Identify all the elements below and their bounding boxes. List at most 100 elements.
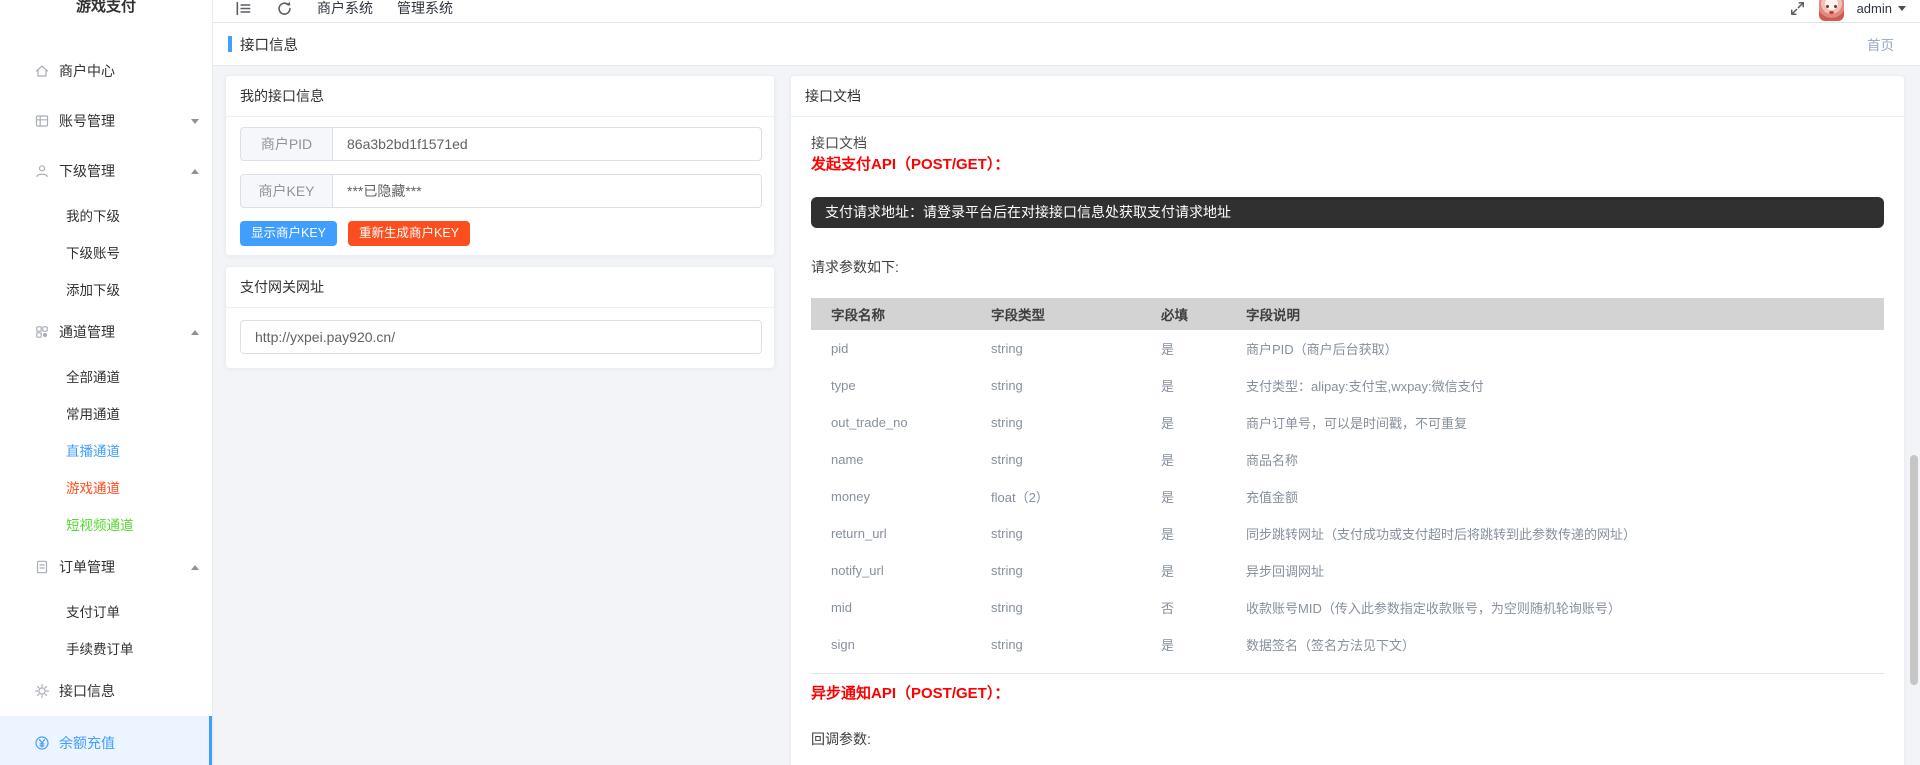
cell-name: type (831, 378, 856, 393)
sidebar-item-subordinate-management[interactable]: 下级管理 (0, 146, 212, 196)
sidebar-subitem-shortvideo-channels[interactable]: 短视频通道 (0, 505, 212, 542)
pay-api-title: 发起支付API（POST/GET）： (811, 156, 1010, 173)
sidebar-subitem-live-channels[interactable]: 直播通道 (0, 431, 212, 468)
components-icon (36, 326, 48, 338)
cell-required: 是 (1161, 638, 1175, 653)
username-label: admin (1856, 0, 1892, 16)
table-row: money float（2） 是 充值金额 (811, 478, 1884, 515)
cell-type: string (991, 452, 1023, 467)
refresh-icon[interactable] (276, 0, 293, 17)
sidebar-subitem-game-channels[interactable]: 游戏通道 (0, 468, 212, 505)
table-row: pid string 是 商户PID（商户后台获取） (811, 330, 1884, 367)
chevron-up-icon (191, 564, 199, 570)
avatar[interactable] (1818, 0, 1844, 21)
col-header-field-desc: 字段说明 (1246, 308, 1300, 323)
vertical-scrollbar-thumb[interactable] (1910, 455, 1918, 685)
sidebar-subitem-label: 全部通道 (66, 369, 120, 385)
cell-name: sign (831, 637, 855, 652)
sidebar-subitem-common-channels[interactable]: 常用通道 (0, 394, 212, 431)
show-merchant-key-button[interactable]: 显示商户KEY (240, 221, 338, 246)
gateway-url-input[interactable] (240, 320, 762, 354)
table-header-row: 字段名称 字段类型 必填 字段说明 (811, 298, 1884, 330)
params-table: 字段名称 字段类型 必填 字段说明 pid string 是 商户PID（商户后… (811, 298, 1884, 663)
sidebar-item-order-management[interactable]: 订单管理 (0, 542, 212, 592)
chevron-down-icon (191, 118, 199, 124)
merchant-pid-input[interactable] (332, 127, 762, 161)
cell-desc: 收款账号MID（传入此参数指定收款账号，为空则随机轮询账号） (1246, 601, 1621, 616)
notify-api-title: 异步通知API（POST/GET）： (811, 685, 1010, 702)
sidebar-item-api-info[interactable]: 接口信息 (0, 666, 212, 716)
table-row: notify_url string 是 异步回调网址 (811, 552, 1884, 589)
sidebar-subitem-label: 短视频通道 (66, 517, 134, 533)
cell-name: name (831, 452, 864, 467)
collapse-sidebar-icon[interactable] (235, 0, 252, 17)
merchant-pid-label: 商户PID (240, 127, 332, 161)
sidebar-subitem-payment-orders[interactable]: 支付订单 (0, 592, 212, 629)
chevron-up-icon (191, 168, 199, 174)
cell-type: float（2） (991, 490, 1049, 505)
cell-required: 是 (1161, 379, 1175, 394)
gateway-url-body (226, 308, 774, 368)
card-title: 我的接口信息 (226, 76, 774, 117)
sidebar-subitem-fee-orders[interactable]: 手续费订单 (0, 629, 212, 666)
regenerate-merchant-key-button[interactable]: 重新生成商户KEY (348, 221, 471, 246)
tab-admin-system[interactable]: 管理系统 (397, 0, 453, 16)
yen-coin-icon (35, 735, 49, 750)
sidebar-subitem-label: 常用通道 (66, 406, 120, 422)
sidebar-item-label: 余额充值 (59, 734, 115, 751)
cell-name: notify_url (831, 563, 884, 578)
sidebar-item-merchant-center[interactable]: 商户中心 (0, 46, 212, 96)
person-icon (36, 165, 48, 178)
app-title: 游戏支付 (75, 0, 136, 15)
cell-name: out_trade_no (831, 415, 908, 430)
fullscreen-icon[interactable] (1789, 0, 1806, 17)
cell-required: 是 (1161, 453, 1175, 468)
cell-type: string (991, 563, 1023, 578)
sidebar-subitem-all-channels[interactable]: 全部通道 (0, 357, 212, 394)
card-title: 接口文档 (791, 76, 1904, 117)
cell-name: mid (831, 600, 852, 615)
sidebar-item-balance-recharge[interactable]: 余额充值 (0, 716, 212, 765)
my-api-info-body: 商户PID 商户KEY 显示商户KEY 重新生成商户KEY (226, 117, 774, 255)
api-doc-card: 接口文档 接口文档 发起支付API（POST/GET）： 支付请求地址：请登录平… (790, 75, 1905, 765)
cell-desc: 商户PID（商户后台获取） (1246, 342, 1398, 357)
sidebar-subitem-label: 我的下级 (66, 208, 120, 224)
sidebar-item-label: 账号管理 (59, 113, 115, 129)
table-row: return_url string 是 同步跳转网址（支付成功或支付超时后将跳转… (811, 515, 1884, 552)
request-params-label: 请求参数如下: (811, 259, 899, 275)
table-row: sign string 是 数据签名（签名方法见下文） (811, 626, 1884, 663)
sidebar-item-label: 通道管理 (59, 324, 115, 340)
sidebar-menu: 商户中心 账号管理 下级管理 我的下级 下级账号 (0, 46, 212, 765)
page-title-label: 接口信息 (240, 37, 298, 54)
sidebar-item-label: 下级管理 (59, 163, 115, 179)
navbar-right: admin (1789, 0, 1906, 21)
cell-desc: 商品名称 (1246, 453, 1299, 468)
cell-desc: 异步回调网址 (1246, 564, 1325, 579)
table-row: mid string 否 收款账号MID（传入此参数指定收款账号，为空则随机轮询… (811, 589, 1884, 626)
sidebar: 游戏支付 商户中心 账号管理 下级管理 (0, 0, 213, 765)
app-logo: 游戏支付 (0, 0, 212, 28)
sidebar-subitem-subordinate-accounts[interactable]: 下级账号 (0, 233, 212, 270)
navbar-left: 商户系统 管理系统 (235, 0, 453, 18)
sidebar-subitem-label: 下级账号 (66, 245, 120, 261)
user-dropdown[interactable]: admin (1857, 1, 1906, 16)
right-column: 接口文档 接口文档 发起支付API（POST/GET）： 支付请求地址：请登录平… (790, 75, 1905, 765)
callback-params-label: 回调参数: (811, 731, 871, 747)
cell-type: string (991, 378, 1023, 393)
breadcrumb-home-link[interactable]: 首页 (1867, 38, 1894, 53)
sidebar-subitem-label: 直播通道 (66, 443, 120, 459)
cell-required: 否 (1161, 601, 1175, 616)
card-title: 支付网关网址 (226, 267, 774, 308)
tab-merchant-system[interactable]: 商户系统 (317, 0, 373, 16)
merchant-key-input[interactable] (332, 174, 762, 208)
cell-desc: 支付类型：alipay:支付宝,wxpay:微信支付 (1246, 379, 1484, 394)
merchant-key-group: 商户KEY (240, 174, 762, 208)
sidebar-subitem-add-subordinate[interactable]: 添加下级 (0, 270, 212, 307)
sidebar-item-channel-management[interactable]: 通道管理 (0, 307, 212, 357)
sidebar-subitem-my-subordinates[interactable]: 我的下级 (0, 196, 212, 233)
sidebar-subitem-label: 支付订单 (66, 604, 120, 620)
sidebar-item-account-management[interactable]: 账号管理 (0, 96, 212, 146)
content: 我的接口信息 商户PID 商户KEY 显示商户KEY 重新生成商户KEY (213, 66, 1920, 765)
cell-desc: 商户订单号，可以是时间戳，不可重复 (1246, 416, 1468, 431)
cell-desc: 同步跳转网址（支付成功或支付超时后将跳转到此参数传递的网址） (1246, 527, 1637, 542)
